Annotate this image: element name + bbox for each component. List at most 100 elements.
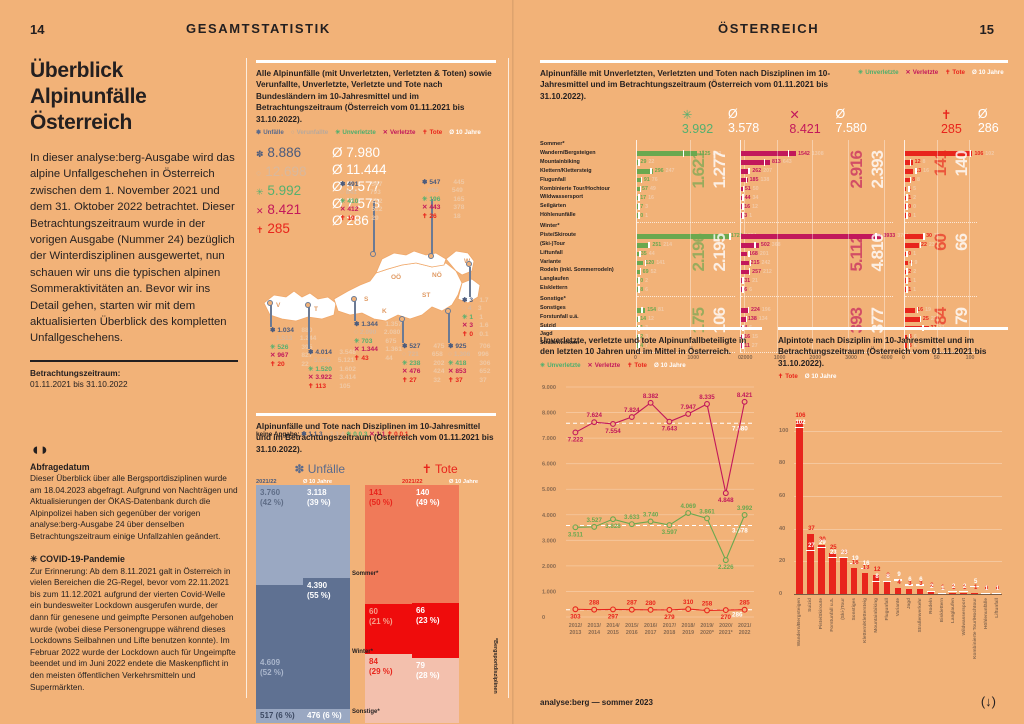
discipline-bar-value: 16 <box>744 333 751 340</box>
discipline-bar <box>637 251 639 257</box>
group-sum-value: 141 <box>931 151 950 177</box>
discipline-bar-avg: 12 <box>752 203 758 210</box>
map-dot-w <box>466 261 472 268</box>
alegend-tote: ✝ Tote <box>778 373 798 381</box>
timeseries-xtick: 2016/2017 <box>643 622 658 636</box>
discipline-bar <box>637 204 639 210</box>
discipline-bar-avg: 141 <box>656 259 666 266</box>
discipline-bar-value: 13 <box>915 168 922 175</box>
colchart-avg-tick <box>882 581 892 583</box>
discipline-bar-avg: 6 <box>913 333 917 340</box>
discipline-bar-value: 1 <box>908 277 912 284</box>
row-label-sommer: Sommer* <box>352 571 379 578</box>
discipline-bar-avg: 201 <box>759 251 769 258</box>
leader-t <box>308 305 310 350</box>
svg-text:303: 303 <box>570 613 581 620</box>
colchart-avg-tick <box>806 550 815 552</box>
region-stats-k: ✽ 527 475 ○ 721 658 ✳ 238 202 ✕ 476 424 ✝ 27… <box>402 343 444 385</box>
tlegend-unverletzte-label: Unverletzte <box>547 361 581 369</box>
group-sum-avg: 1.277 <box>710 151 729 189</box>
dlegend-unverletzte-label: Unverletzte <box>865 69 899 76</box>
discipline-bar-avg: 76 <box>651 177 658 184</box>
discipline-avg-tick <box>910 259 913 267</box>
discipline-gridline <box>776 140 778 354</box>
discipline-bar-value: 4 <box>640 342 644 349</box>
discipline-group-sum: 1.621 1.277 <box>689 151 730 189</box>
discipline-avg-tick <box>742 286 744 293</box>
discipline-bar <box>905 269 907 275</box>
discipline-axis-tick: 3000 <box>845 355 857 362</box>
colchart-bar-value: 0 <box>995 586 1000 593</box>
discipline-axis-tick: 0 <box>902 355 905 362</box>
discipline-avg-tick <box>638 212 640 219</box>
discipline-bar-row: 51 50 <box>741 185 951 194</box>
discipline-avg-tick <box>906 194 908 201</box>
discipline-bar <box>741 278 743 283</box>
cross-icon: ✕ <box>256 206 264 217</box>
discipline-bar-value: 44 <box>744 194 751 201</box>
svg-text:8.382: 8.382 <box>643 393 659 400</box>
svg-text:7.624: 7.624 <box>586 412 602 419</box>
discipline-avg-tick <box>906 268 908 275</box>
ooe-verletzte: ✕ 412 512 <box>340 206 383 214</box>
dlabel-s4: Kombinierte Tour/Hochtour <box>540 185 610 192</box>
no-info-vrl: ✕ 1 1 <box>369 431 386 439</box>
discipline-bar-row: 22 23 <box>905 241 1024 250</box>
dtotal-unv-avg: Ø 3.578 <box>727 107 760 136</box>
colchart-avg-value: 6 <box>919 577 923 584</box>
next-page-arrow[interactable]: (↓) <box>980 694 996 709</box>
map-label-OOE: OÖ <box>391 272 401 281</box>
svg-text:288: 288 <box>589 599 600 606</box>
timeseries-xtick: 2017/2018 <box>662 622 677 636</box>
discipline-bar-value: 57 <box>642 186 648 193</box>
svg-text:3.527: 3.527 <box>586 517 602 524</box>
discipline-bar <box>637 287 639 292</box>
colchart-avg-tick <box>828 556 837 558</box>
colchart-avg-value: 1 <box>941 585 945 592</box>
discipline-bar <box>637 343 639 349</box>
discipline-bar-value: 6 <box>744 286 748 293</box>
discipline-bar <box>637 213 639 218</box>
discipline-bar-value: 91 <box>643 177 650 184</box>
ooe-unverletzte: ✳ 410 252 <box>340 197 383 205</box>
region-stats-ooe: ✽ 491 567 ○ 841 793 ✳ 410 252 ✕ 412 512 ✝ 19… <box>340 181 382 223</box>
row-label-winter: Winter* <box>352 649 373 656</box>
colchart-ytick: 100 <box>779 427 789 434</box>
legend-unfaelle-label: Unfälle <box>263 129 284 137</box>
noe-tot-val: 26 <box>429 212 437 220</box>
total-verunfallte-value: 12.698 <box>265 164 307 180</box>
discipline-rule <box>540 60 1008 63</box>
discipline-bar <box>905 334 907 340</box>
discipline-bar <box>741 213 743 218</box>
discipline-bar-row: 91 76 <box>637 176 793 185</box>
alegend-average-label: Ø 10 Jahre <box>804 373 837 381</box>
map-dot-s <box>351 296 357 303</box>
svg-text:258: 258 <box>702 600 713 607</box>
group-sum-value: 2.196 <box>689 234 708 272</box>
colchart-xlabel: Flugunfall <box>884 598 890 621</box>
discipline-avg-tick <box>748 167 750 175</box>
colchart-bar-value: 8 <box>886 573 890 580</box>
discipline-bar <box>905 260 908 266</box>
dlabel-w2: Liftunfall <box>540 249 563 256</box>
noe-vrl-avg: 378 <box>453 204 465 212</box>
t-tote: ✝ 113 105 <box>308 382 351 390</box>
svg-text:3.578: 3.578 <box>732 527 748 534</box>
discipline-bar-avg: 52 <box>650 268 657 275</box>
colchart-avg-value: 19 <box>851 556 859 563</box>
s-unverletzte: ✳ 703 675 <box>354 337 397 345</box>
discipline-avg-tick <box>644 259 646 267</box>
legend-verunfallte-label: Verunfallte <box>296 129 329 137</box>
dlabel-s6: Seilgärten <box>540 203 567 210</box>
svg-text:3.597: 3.597 <box>662 529 678 536</box>
discipline-bar <box>905 204 907 210</box>
running-head-right: ÖSTERREICH <box>718 21 820 36</box>
ooe-unv-val: 410 <box>347 197 359 205</box>
map-panel-title: Alle Alpinunfälle (mit Unverletzten, Ver… <box>256 69 492 124</box>
avg-tote: Ø 286 <box>332 213 369 229</box>
circle-icon: ○ <box>256 168 262 179</box>
discipline-bar-row: 262 207 <box>741 167 951 176</box>
colchart-avg-tick <box>937 592 947 594</box>
discipline-bar-avg: 81 <box>658 307 664 314</box>
